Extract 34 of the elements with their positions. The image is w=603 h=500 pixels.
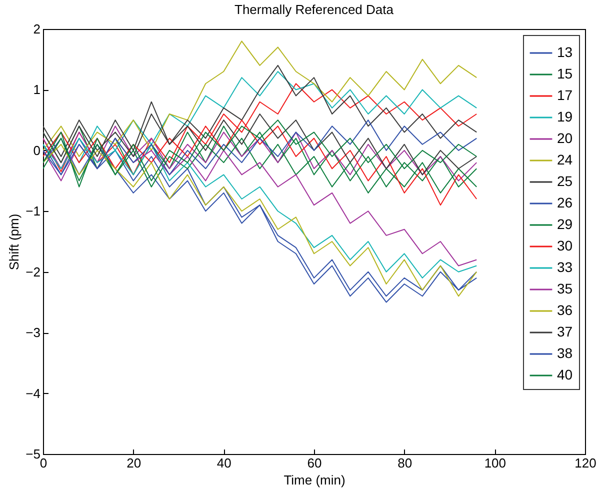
legend-label: 30: [557, 238, 573, 254]
legend-label: 35: [557, 280, 573, 296]
legend-label: 25: [557, 173, 573, 189]
x-tick-label: 100: [484, 456, 506, 470]
x-tick-label: 80: [398, 456, 412, 470]
legend-label: 20: [557, 130, 573, 146]
y-tick-label: −4: [26, 386, 40, 401]
legend-label: 29: [557, 216, 573, 232]
legend-label: 26: [557, 194, 573, 210]
x-tick-label: 40: [216, 456, 232, 470]
x-axis-title: Time (min): [284, 472, 346, 488]
legend-label: 40: [557, 366, 573, 382]
y-tick-label: −3: [26, 325, 40, 340]
legend-label: 15: [557, 66, 573, 82]
x-tick-label: 120: [574, 456, 596, 470]
legend-label: 19: [557, 108, 573, 124]
legend-label: 38: [557, 345, 573, 361]
legend-label: 17: [557, 87, 573, 103]
y-axis-title: Shift (pm): [6, 214, 22, 270]
y-tick-label: 0: [33, 142, 40, 158]
legend-label: 13: [557, 44, 573, 60]
legend-label: 33: [557, 259, 573, 275]
y-tick-label: −1: [26, 204, 40, 219]
x-tick-label: 60: [307, 456, 322, 470]
x-tick-label: 20: [126, 456, 142, 470]
legend-label: 36: [557, 302, 573, 318]
y-tick-label: −5: [26, 446, 40, 462]
y-tick-label: 2: [33, 22, 40, 36]
y-tick-label: −2: [26, 264, 40, 280]
y-tick-label: 1: [33, 82, 40, 98]
line-series: [43, 40, 478, 157]
legend-label: 24: [557, 152, 573, 168]
chart-title: Thermally Referenced Data: [234, 2, 394, 17]
legend-label: 37: [557, 324, 573, 340]
